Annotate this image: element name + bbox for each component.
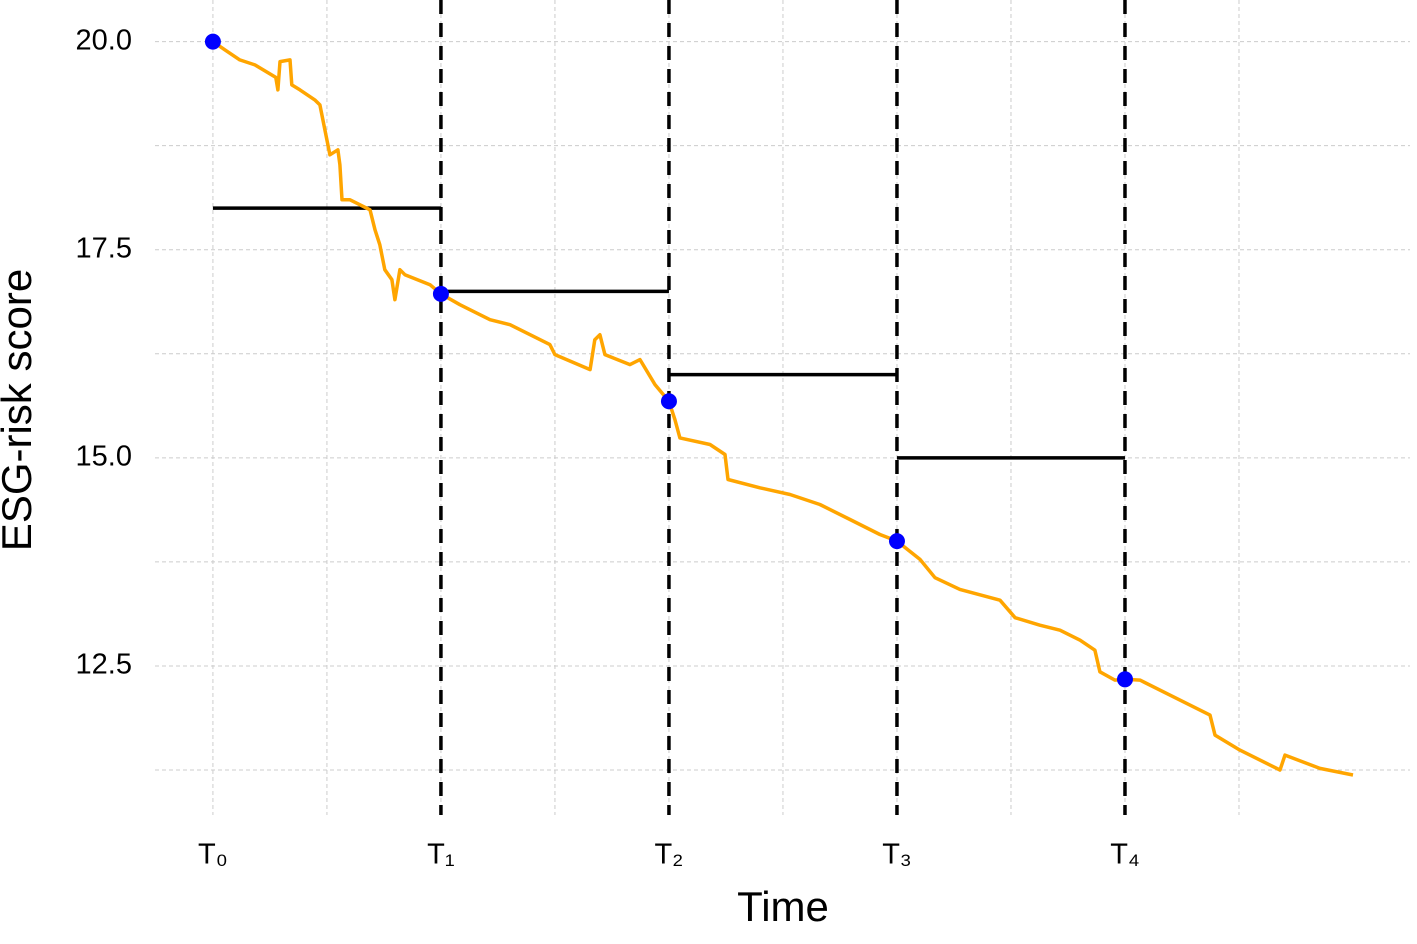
x-tick-label: T₃ xyxy=(882,839,912,871)
point xyxy=(888,533,905,550)
y-tick-label: 15.0 xyxy=(76,441,132,473)
score-line xyxy=(211,40,1354,777)
y-tick-label: 17.5 xyxy=(76,232,132,264)
y-tick-label: 12.5 xyxy=(76,649,132,681)
point xyxy=(432,285,449,302)
x-tick-label: T₀ xyxy=(198,839,228,871)
point xyxy=(660,393,677,410)
x-tick-label: T₄ xyxy=(1110,839,1140,871)
point xyxy=(1116,671,1133,688)
x-axis-title: Time xyxy=(737,883,829,930)
x-tick-label: T₂ xyxy=(654,839,683,871)
y-axis-title: ESG-risk score xyxy=(0,269,40,551)
y-tick-label: 20.0 xyxy=(76,24,132,56)
point xyxy=(204,33,221,50)
x-tick-label: T₁ xyxy=(427,839,455,871)
